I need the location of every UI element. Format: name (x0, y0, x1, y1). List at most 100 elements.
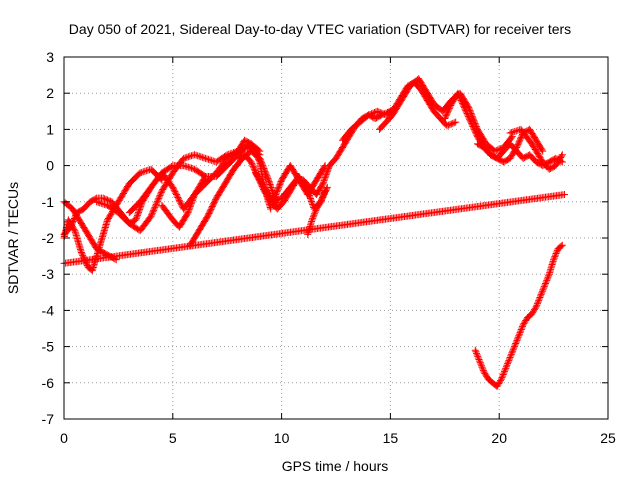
data-point (184, 209, 192, 217)
data-point (153, 199, 161, 207)
data-point (170, 186, 178, 194)
data-point (504, 358, 512, 366)
data-point (550, 256, 558, 264)
data-point (479, 366, 487, 374)
data-point (552, 250, 560, 258)
data-point (266, 181, 274, 189)
data-point (150, 205, 158, 213)
data-point (545, 272, 553, 280)
data-point (522, 317, 530, 325)
data-point (132, 216, 140, 224)
data-point (506, 129, 514, 137)
data-point (479, 365, 487, 373)
data-point (257, 157, 265, 165)
data-point (261, 167, 269, 175)
data-point (509, 128, 517, 136)
data-point (510, 344, 518, 352)
data-point (273, 188, 281, 196)
data-point (478, 363, 486, 371)
data-point (275, 183, 283, 191)
data-point (255, 146, 263, 154)
data-point (148, 209, 156, 217)
data-point (444, 121, 452, 129)
data-point (100, 200, 108, 208)
data-point (443, 122, 451, 130)
data-point (317, 196, 325, 204)
data-point (247, 158, 255, 166)
data-point (501, 366, 509, 374)
data-point (466, 115, 474, 123)
data-point (319, 192, 327, 200)
data-point (188, 197, 196, 205)
data-point (458, 99, 466, 107)
x-tick-label: 20 (491, 430, 507, 446)
data-point (323, 183, 331, 191)
data-point (507, 352, 515, 360)
data-point (184, 163, 192, 171)
data-point (200, 154, 208, 162)
isolated-points (60, 191, 568, 267)
data-point (471, 127, 479, 135)
data-point (208, 156, 216, 164)
data-point (472, 130, 480, 138)
data-point (318, 181, 326, 189)
data-point (472, 348, 480, 356)
data-point (275, 182, 283, 190)
data-point (473, 349, 481, 357)
data-point (320, 188, 328, 196)
data-point (481, 369, 489, 377)
data-point (272, 191, 280, 199)
data-point (320, 163, 328, 171)
data-point (517, 326, 525, 334)
data-point (139, 168, 147, 176)
data-point (313, 204, 321, 212)
data-point (185, 207, 193, 215)
data-point (533, 300, 541, 308)
data-point (461, 105, 469, 113)
data-point (167, 163, 175, 171)
data-point (135, 208, 143, 216)
data-point (476, 357, 484, 365)
data-point (72, 212, 80, 220)
data-point (471, 128, 479, 136)
data-point (516, 329, 524, 337)
data-point (441, 113, 449, 121)
data-point (537, 292, 545, 300)
x-tick-label: 0 (60, 430, 68, 446)
y-tick-label: 1 (46, 121, 54, 137)
data-point (460, 102, 468, 110)
data-point (306, 194, 314, 202)
data-point (500, 369, 508, 377)
data-point (78, 250, 86, 258)
data-point (445, 104, 453, 112)
data-point (373, 107, 381, 115)
data-point (462, 108, 470, 116)
data-point (172, 191, 180, 199)
data-point (470, 124, 478, 132)
data-point (248, 161, 256, 169)
data-point (474, 352, 482, 360)
data-point (519, 322, 527, 330)
satellite-track-12 (325, 107, 394, 170)
x-axis-label: GPS time / hours (282, 458, 389, 474)
data-point (308, 199, 316, 207)
data-point (550, 254, 558, 262)
data-point (206, 156, 214, 164)
data-point (256, 154, 264, 162)
data-point (446, 103, 454, 111)
data-point (541, 281, 549, 289)
data-point (260, 166, 268, 174)
data-point (147, 212, 155, 220)
data-point (452, 118, 460, 126)
data-point (469, 123, 477, 131)
data-point (265, 176, 273, 184)
data-point (271, 193, 279, 201)
data-point (464, 112, 472, 120)
data-point (186, 164, 194, 172)
data-point (134, 210, 142, 218)
data-point (154, 196, 162, 204)
data-point (471, 346, 479, 354)
data-point (148, 211, 156, 219)
data-point (466, 117, 474, 125)
